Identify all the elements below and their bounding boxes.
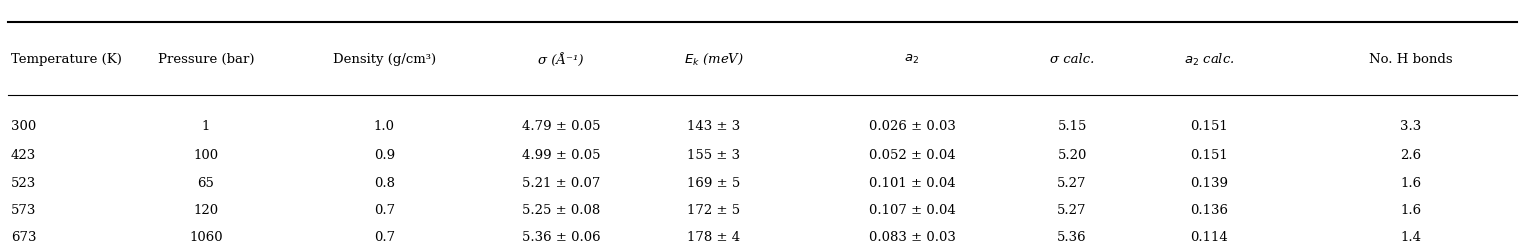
Text: 5.25 ± 0.08: 5.25 ± 0.08: [522, 204, 601, 217]
Text: 0.8: 0.8: [374, 177, 395, 189]
Text: 143 ± 3: 143 ± 3: [688, 121, 740, 133]
Text: 423: 423: [11, 149, 37, 162]
Text: $a_2$ calc.: $a_2$ calc.: [1183, 52, 1235, 68]
Text: 100: 100: [194, 149, 218, 162]
Text: 155 ± 3: 155 ± 3: [688, 149, 740, 162]
Text: 5.21 ± 0.07: 5.21 ± 0.07: [522, 177, 601, 189]
Text: 0.107 ± 0.04: 0.107 ± 0.04: [869, 204, 955, 217]
Text: 0.114: 0.114: [1191, 231, 1228, 244]
Text: 0.026 ± 0.03: 0.026 ± 0.03: [869, 121, 955, 133]
Text: 169 ± 5: 169 ± 5: [688, 177, 740, 189]
Text: 178 ± 4: 178 ± 4: [688, 231, 740, 244]
Text: 573: 573: [11, 204, 37, 217]
Text: 5.15: 5.15: [1057, 121, 1087, 133]
Text: 1060: 1060: [189, 231, 223, 244]
Text: 0.139: 0.139: [1191, 177, 1228, 189]
Text: $E_k$ (meV): $E_k$ (meV): [683, 52, 744, 67]
Text: 0.7: 0.7: [374, 231, 395, 244]
Text: 0.151: 0.151: [1191, 149, 1228, 162]
Text: 65: 65: [197, 177, 215, 189]
Text: Density (g/cm³): Density (g/cm³): [332, 53, 436, 66]
Text: 172 ± 5: 172 ± 5: [688, 204, 740, 217]
Text: 0.7: 0.7: [374, 204, 395, 217]
Text: 5.27: 5.27: [1057, 177, 1087, 189]
Text: 0.052 ± 0.04: 0.052 ± 0.04: [869, 149, 955, 162]
Text: 4.99 ± 0.05: 4.99 ± 0.05: [522, 149, 601, 162]
Text: 5.36 ± 0.06: 5.36 ± 0.06: [522, 231, 601, 244]
Text: 1.0: 1.0: [374, 121, 395, 133]
Text: 1.6: 1.6: [1400, 177, 1421, 189]
Text: σ (Å⁻¹): σ (Å⁻¹): [538, 53, 584, 67]
Text: 0.151: 0.151: [1191, 121, 1228, 133]
Text: 1: 1: [201, 121, 210, 133]
Text: 5.20: 5.20: [1057, 149, 1087, 162]
Text: $a_2$: $a_2$: [904, 53, 920, 66]
Text: 0.9: 0.9: [374, 149, 395, 162]
Text: 0.136: 0.136: [1191, 204, 1228, 217]
Text: No. H bonds: No. H bonds: [1369, 53, 1452, 66]
Text: 0.101 ± 0.04: 0.101 ± 0.04: [869, 177, 955, 189]
Text: σ calc.: σ calc.: [1049, 53, 1095, 66]
Text: 4.79 ± 0.05: 4.79 ± 0.05: [522, 121, 601, 133]
Text: 1.4: 1.4: [1400, 231, 1421, 244]
Text: 5.27: 5.27: [1057, 204, 1087, 217]
Text: 523: 523: [11, 177, 37, 189]
Text: 120: 120: [194, 204, 218, 217]
Text: 5.36: 5.36: [1057, 231, 1087, 244]
Text: 1.6: 1.6: [1400, 204, 1421, 217]
Text: 300: 300: [11, 121, 37, 133]
Text: Pressure (bar): Pressure (bar): [157, 53, 255, 66]
Text: 673: 673: [11, 231, 37, 244]
Text: Temperature (K): Temperature (K): [11, 53, 122, 66]
Text: 2.6: 2.6: [1400, 149, 1421, 162]
Text: 3.3: 3.3: [1400, 121, 1421, 133]
Text: 0.083 ± 0.03: 0.083 ± 0.03: [869, 231, 955, 244]
